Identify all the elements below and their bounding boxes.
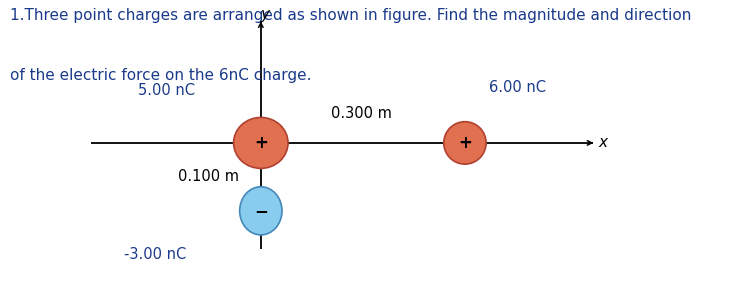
Text: 0.300 m: 0.300 m	[331, 106, 392, 121]
Text: 6.00 nC: 6.00 nC	[489, 80, 547, 95]
Text: -3.00 nC: -3.00 nC	[124, 247, 186, 262]
Text: 0.100 m: 0.100 m	[178, 169, 239, 185]
Ellipse shape	[444, 122, 486, 164]
Text: of the electric force on the 6nC charge.: of the electric force on the 6nC charge.	[10, 68, 311, 83]
Text: x: x	[599, 135, 608, 151]
Text: 5.00 nC: 5.00 nC	[138, 83, 195, 98]
Ellipse shape	[240, 187, 282, 235]
Text: +: +	[458, 134, 472, 152]
Text: +: +	[254, 134, 268, 152]
Text: y: y	[260, 7, 269, 22]
Text: 1.Three point charges are arranged as shown in figure. Find the magnitude and di: 1.Three point charges are arranged as sh…	[10, 8, 691, 23]
Ellipse shape	[234, 117, 288, 168]
Text: −: −	[254, 202, 268, 220]
